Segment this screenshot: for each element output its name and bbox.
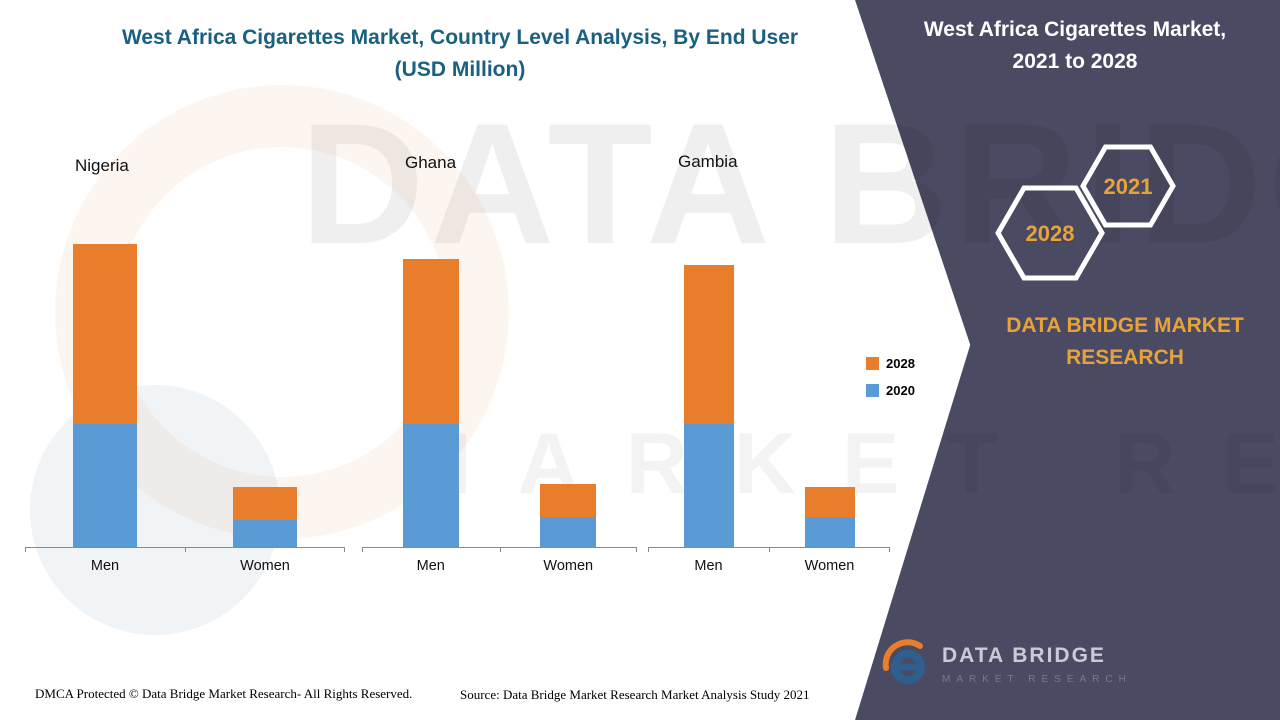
chart-legend: 2028 2020: [866, 356, 915, 410]
axis-tick: [344, 547, 345, 552]
category-label-gambia-men: Men: [694, 558, 723, 574]
bar-ghana-women-2028: [540, 484, 597, 517]
bar-gambia-women-2028: [804, 487, 855, 517]
bar-gambia-women-2020: [804, 517, 855, 547]
chart-nigeria: Men Women: [25, 207, 345, 574]
axis-tick: [648, 547, 649, 552]
legend-item-2020: 2020: [866, 383, 915, 398]
category-label-ghana-women: Women: [543, 558, 594, 574]
bar-ghana-men-2028: [402, 259, 459, 424]
category-label-nigeria-men: Men: [90, 558, 120, 574]
side-panel-title: West Africa Cigarettes Market, 2021 to 2…: [900, 14, 1250, 78]
logo-text-block: DATA BRIDGE MARKET RESEARCH: [942, 644, 1132, 685]
page-title: West Africa Cigarettes Market, Country L…: [80, 22, 840, 86]
page-title-line1: West Africa Cigarettes Market, Country L…: [121, 26, 799, 49]
dmca-notice: DMCA Protected © Data Bridge Market Rese…: [35, 686, 413, 701]
legend-label-2020: 2020: [886, 383, 915, 398]
bar-nigeria-men-2028: [73, 244, 137, 424]
side-panel-title-line2: 2021 to 2028: [1012, 50, 1138, 73]
legend-swatch-2028: [866, 357, 879, 370]
legend-item-2028: 2028: [866, 356, 915, 371]
axis-tick: [362, 547, 363, 552]
axis-tick: [889, 547, 890, 552]
category-label-gambia-women: Women: [804, 558, 855, 574]
bar-nigeria-women-2028: [233, 487, 297, 520]
bar-gambia-men-2028: [683, 265, 734, 424]
country-label-nigeria: Nigeria: [75, 156, 129, 175]
side-panel-title-line1: West Africa Cigarettes Market,: [923, 18, 1227, 41]
axis-tick: [185, 547, 186, 552]
logo-wordmark: DATA BRIDGE: [942, 644, 1106, 667]
brand-name-line1: DATA BRIDGE MARKET: [1006, 314, 1244, 337]
bar-gambia-men-2020: [683, 424, 734, 547]
axis-tick: [636, 547, 637, 552]
axis-tick: [769, 547, 770, 552]
bar-ghana-men-2020: [402, 424, 459, 547]
logo-tagline: MARKET RESEARCH: [942, 674, 1132, 685]
axis-tick: [499, 547, 501, 552]
bar-ghana-women-2020: [540, 517, 597, 547]
brand-name-line2: RESEARCH: [1066, 346, 1184, 369]
chart-ghana: Men Women: [362, 207, 637, 574]
legend-swatch-2020: [866, 384, 879, 397]
legend-label-2028: 2028: [886, 356, 915, 371]
chart-gambia: Men Women: [648, 207, 890, 574]
data-bridge-logo-icon: [882, 639, 925, 684]
brand-name: DATA BRIDGE MARKET RESEARCH: [985, 310, 1265, 374]
country-label-ghana: Ghana: [405, 153, 457, 172]
bar-nigeria-women-2020: [233, 520, 297, 547]
country-label-gambia: Gambia: [678, 152, 738, 171]
data-bridge-logo: DATA BRIDGE MARKET RESEARCH: [878, 634, 1132, 690]
bar-nigeria-men-2020: [73, 424, 137, 547]
source-note: Source: Data Bridge Market Research Mark…: [460, 687, 810, 702]
page-title-line2: (USD Million): [394, 58, 526, 81]
category-label-ghana-men: Men: [416, 558, 445, 574]
axis-tick: [25, 547, 26, 552]
category-label-nigeria-women: Women: [240, 558, 290, 574]
